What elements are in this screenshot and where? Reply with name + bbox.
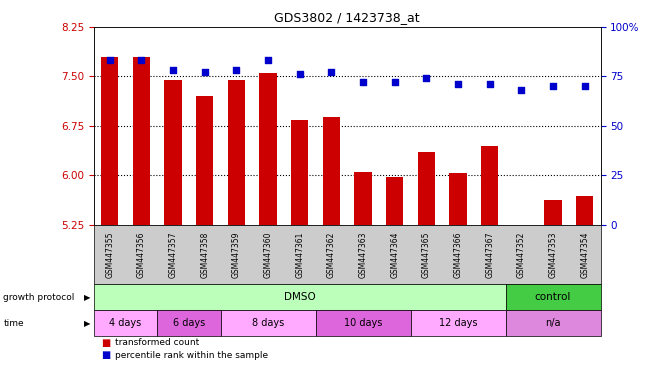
Text: GSM447365: GSM447365 [422,231,431,278]
Text: 12 days: 12 days [439,318,477,328]
Bar [323,117,340,225]
Point [358,79,368,85]
Text: 8 days: 8 days [252,318,285,328]
Text: GSM447363: GSM447363 [358,231,368,278]
Text: GSM447353: GSM447353 [549,231,558,278]
Text: GSM447362: GSM447362 [327,231,336,278]
Text: GSM447355: GSM447355 [105,231,114,278]
Point [484,81,495,87]
Text: GSM447360: GSM447360 [264,231,272,278]
Text: ■: ■ [101,350,110,360]
Bar [576,196,593,225]
Point [326,69,337,75]
Text: GSM447359: GSM447359 [232,231,241,278]
Point [421,75,431,81]
Text: percentile rank within the sample: percentile rank within the sample [115,351,268,359]
Point [199,69,210,75]
Text: ▶: ▶ [84,293,91,302]
Bar [544,200,562,225]
Bar [196,96,213,225]
Bar [101,56,119,225]
Point [389,79,400,85]
Text: GSM447366: GSM447366 [454,231,462,278]
Point [516,87,527,93]
Bar [133,56,150,225]
Point [231,67,242,73]
Text: GSM447358: GSM447358 [200,231,209,278]
Text: DMSO: DMSO [284,292,315,302]
Point [263,58,274,64]
Bar [260,73,277,225]
Text: n/a: n/a [546,318,561,328]
Text: time: time [3,319,24,328]
Point [168,67,178,73]
Text: ■: ■ [101,338,110,348]
Text: GSM447357: GSM447357 [168,231,178,278]
Text: 6 days: 6 days [173,318,205,328]
Point [579,83,590,89]
Text: transformed count: transformed count [115,338,200,347]
Title: GDS3802 / 1423738_at: GDS3802 / 1423738_at [274,11,420,24]
Text: GSM447361: GSM447361 [295,231,304,278]
Bar [291,121,309,225]
Text: 4 days: 4 days [109,318,142,328]
Text: growth protocol: growth protocol [3,293,74,302]
Text: 10 days: 10 days [344,318,382,328]
Text: GSM447354: GSM447354 [580,231,589,278]
Point [105,58,115,64]
Text: GSM447352: GSM447352 [517,231,526,278]
Bar [354,172,372,225]
Text: ▶: ▶ [84,319,91,328]
Bar [164,79,182,225]
Bar [481,146,499,225]
Point [295,71,305,78]
Text: GSM447356: GSM447356 [137,231,146,278]
Point [453,81,464,87]
Point [136,58,147,64]
Bar [450,173,467,225]
Point [548,83,558,89]
Bar [386,177,403,225]
Bar [417,152,435,225]
Text: GSM447364: GSM447364 [391,231,399,278]
Text: GSM447367: GSM447367 [485,231,495,278]
Text: control: control [535,292,571,302]
Bar [227,79,245,225]
